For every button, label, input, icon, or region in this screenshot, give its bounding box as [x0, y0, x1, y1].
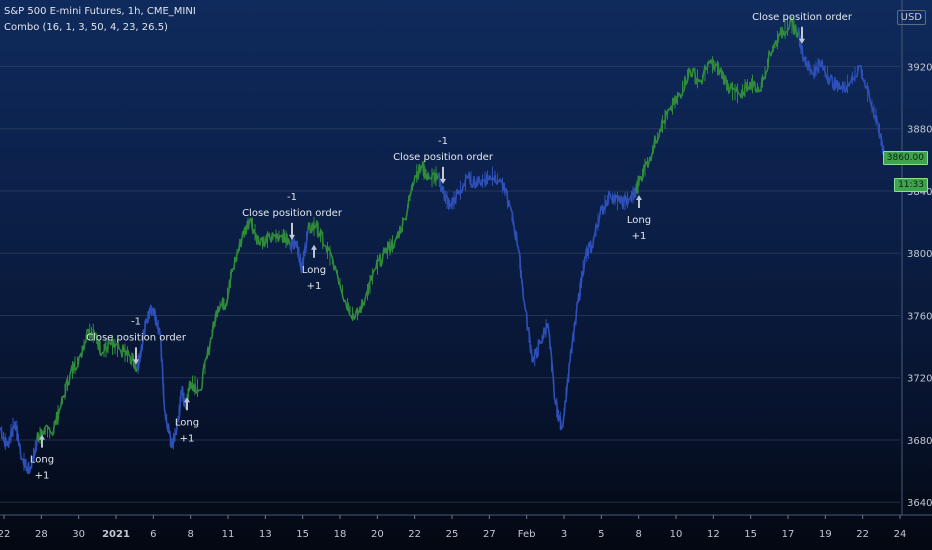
series-segment [241, 218, 251, 238]
arrow-up-icon [636, 194, 642, 208]
series-segment [554, 399, 563, 430]
series-segment [79, 328, 89, 358]
arrow-down-icon [133, 347, 139, 365]
arrow-down-icon [289, 222, 295, 240]
x-tick-label: 22 [408, 529, 421, 540]
annotation-text: Close position order [242, 208, 343, 219]
long-entry-marker: Long +1 [627, 194, 651, 242]
series-segment [839, 81, 851, 93]
x-tick-label: 18 [334, 529, 347, 540]
close-position-marker: -1 Close position order [393, 136, 494, 184]
arrow-down-icon [440, 166, 446, 184]
y-tick-label: 3920.00 [907, 62, 932, 73]
indicator-label[interactable]: Combo (16, 1, 3, 50, 4, 23, 26.5) [4, 22, 168, 33]
x-tick-label: 6 [150, 529, 156, 540]
series-segment [539, 323, 549, 344]
x-tick-label: 13 [259, 529, 272, 540]
x-tick-label: 27 [483, 529, 496, 540]
countdown-badge: 11:33 [894, 178, 928, 192]
series-segment [374, 247, 386, 270]
x-tick-label: 19 [819, 529, 832, 540]
last-price-badge: 3860.00 [882, 151, 928, 165]
series-segment [344, 299, 356, 320]
annotation-text: +1 [35, 471, 50, 482]
currency-badge[interactable]: USD [896, 10, 926, 25]
y-tick-label: 3840.00 [907, 187, 932, 198]
annotation-text: Close position order [86, 332, 187, 343]
arrow-up-icon [184, 397, 190, 411]
annotation-text: +1 [632, 231, 647, 242]
annotation-text: Close position order [393, 152, 494, 163]
annotation-text: -1 [131, 316, 141, 327]
x-tick-label: 22 [856, 529, 869, 540]
series-segment [759, 50, 771, 92]
series-segment [94, 332, 103, 357]
y-tick-label: 3720.00 [907, 374, 932, 385]
y-tick-label: 3680.00 [907, 436, 932, 447]
close-position-marker: -1 Close position order [242, 192, 343, 240]
trade-annotations: Long +1 -1 Close position order Long +1 -1 Clos… [30, 12, 853, 482]
annotation-text: Close position order [752, 12, 853, 23]
y-tick-label: 3760.00 [907, 311, 932, 322]
series-segment [719, 67, 731, 94]
x-tick-label: 25 [446, 529, 459, 540]
arrow-down-icon [799, 26, 805, 44]
close-position-marker: Close position order [752, 12, 853, 44]
x-tick-label: 24 [894, 529, 907, 540]
x-tick-label: Feb [518, 529, 536, 540]
annotation-text: -1 [438, 136, 448, 147]
annotation-text: +1 [307, 281, 322, 292]
annotation-text: +1 [180, 433, 195, 444]
x-tick-label: 20 [371, 529, 384, 540]
x-tick-label: 5 [598, 529, 604, 540]
arrow-up-icon [311, 244, 317, 258]
series-segment [829, 74, 841, 91]
series-segment [649, 128, 661, 162]
series-segment [467, 171, 481, 189]
x-tick-label: 15 [296, 529, 309, 540]
annotation-text: Long [302, 265, 326, 276]
series-segment [42, 424, 53, 435]
chart-grid [0, 0, 932, 519]
y-tick-label: 3880.00 [907, 125, 932, 136]
price-axis: 3640.00 3680.00 3720.00 3760.00 3800.00 3840.… [907, 62, 932, 509]
symbol-title: S&P 500 E-mini Futures, 1h, CME_MINI [4, 6, 196, 17]
x-tick-label: 11 [222, 529, 235, 540]
annotation-text: -1 [287, 192, 297, 203]
x-tick-label: 2021 [102, 529, 130, 540]
x-tick-label: 22 [0, 529, 10, 540]
long-entry-marker: Long +1 [175, 397, 199, 444]
x-tick-label: 28 [35, 529, 48, 540]
time-axis: 22 28 30 2021 6 8 11 13 15 18 20 22 25 27 Feb 3 5 8 10 12 15… [0, 529, 906, 540]
x-tick-label: 8 [635, 529, 641, 540]
y-tick-label: 3640.00 [907, 498, 932, 509]
long-entry-marker: Long +1 [302, 244, 326, 292]
arrow-up-icon [39, 434, 45, 448]
x-tick-label: 12 [707, 529, 720, 540]
x-tick-label: 15 [744, 529, 757, 540]
annotation-text: Long [175, 417, 199, 428]
annotation-text: Long [30, 455, 54, 466]
x-tick-label: 10 [670, 529, 683, 540]
x-tick-label: 17 [782, 529, 795, 540]
x-tick-label: 8 [187, 529, 193, 540]
series-segment [164, 411, 173, 449]
y-tick-label: 3800.00 [907, 249, 932, 260]
x-tick-label: 3 [561, 529, 567, 540]
price-series [0, 16, 885, 475]
long-entry-marker: Long +1 [30, 434, 54, 482]
x-tick-label: 30 [72, 529, 85, 540]
annotation-text: Long [627, 215, 651, 226]
close-position-marker: -1 Close position order [86, 316, 187, 365]
